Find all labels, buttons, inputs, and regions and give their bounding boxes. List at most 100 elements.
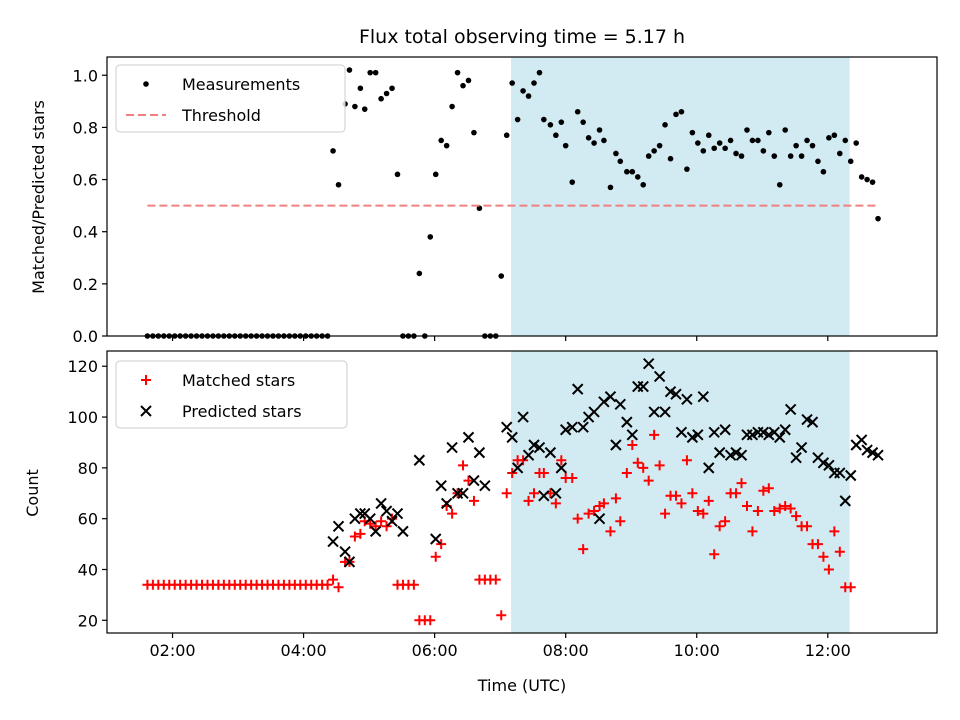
bottom-predicted-point bbox=[703, 462, 715, 474]
bottom-y-tick-label: 20 bbox=[78, 611, 98, 630]
top-legend-label: Threshold bbox=[181, 106, 261, 125]
top-measurement-point bbox=[596, 127, 603, 133]
bottom-x-tick-label: 10:00 bbox=[674, 641, 720, 660]
top-measurement-point bbox=[378, 95, 384, 102]
top-measurement-point bbox=[394, 171, 401, 178]
top-measurement-point bbox=[787, 153, 794, 159]
top-measurement-point bbox=[607, 184, 614, 191]
bottom-predicted-point bbox=[354, 507, 367, 520]
bottom-predicted-point bbox=[533, 441, 546, 454]
bottom-x-tick-label: 08:00 bbox=[543, 641, 589, 660]
bottom-matched-point bbox=[818, 551, 829, 562]
top-measurement-point bbox=[727, 137, 734, 144]
bottom-matched-point bbox=[676, 498, 687, 509]
top-y-tick-label: 0.4 bbox=[73, 223, 98, 242]
bottom-matched-point bbox=[538, 467, 549, 478]
top-measurement-point bbox=[541, 116, 547, 123]
bottom-predicted-point bbox=[430, 533, 442, 545]
bottom-predicted-point bbox=[511, 462, 524, 474]
bottom-predicted-point bbox=[598, 396, 610, 408]
bottom-predicted-point bbox=[834, 467, 846, 479]
top-measurement-point bbox=[520, 88, 526, 94]
top-measurement-point bbox=[749, 137, 756, 144]
bottom-matched-point bbox=[436, 539, 447, 550]
top-measurement-point bbox=[684, 166, 690, 172]
bottom-matched-point bbox=[322, 579, 333, 590]
top-measurement-point bbox=[438, 137, 444, 144]
bottom-predicted-point bbox=[790, 451, 802, 464]
bottom-matched-point bbox=[720, 516, 731, 527]
bottom-matched-point bbox=[583, 508, 594, 519]
bottom-matched-point bbox=[698, 508, 709, 519]
bottom-matched-point bbox=[752, 506, 763, 517]
top-measurement-point bbox=[864, 176, 870, 183]
bottom-matched-point bbox=[758, 485, 769, 496]
bottom-matched-point bbox=[709, 549, 720, 560]
bottom-predicted-point bbox=[339, 545, 351, 558]
top-measurement-point bbox=[858, 174, 865, 180]
top-measurement-point bbox=[776, 181, 783, 188]
bottom-predicted-point bbox=[839, 495, 851, 507]
top-measurement-point bbox=[689, 129, 696, 136]
bottom-predicted-point bbox=[637, 380, 649, 393]
bottom-matched-point bbox=[785, 503, 796, 514]
bottom-frame bbox=[106, 350, 938, 634]
top-measurement-point bbox=[427, 234, 434, 240]
bottom-x-tick-label: 12:00 bbox=[805, 641, 851, 660]
top-measurement-point bbox=[471, 129, 477, 136]
bottom-matched-point bbox=[812, 539, 823, 550]
bottom-predicted-point bbox=[604, 391, 617, 403]
top-measurement-point bbox=[525, 93, 532, 99]
bottom-predicted-point bbox=[369, 525, 382, 538]
top-measurement-point bbox=[634, 174, 641, 180]
top-legend-measurement-swatch bbox=[143, 81, 149, 87]
bottom-matched-point bbox=[643, 475, 654, 486]
top-measurement-point bbox=[389, 85, 395, 92]
bottom-matched-point bbox=[654, 460, 665, 471]
bottom-predicted-point bbox=[697, 391, 709, 403]
top-measurement-point bbox=[574, 108, 581, 115]
top-measurement-point bbox=[771, 153, 778, 159]
bottom-legend-box bbox=[115, 360, 348, 429]
bottom-predicted-point bbox=[380, 505, 393, 517]
bottom-predicted-point bbox=[653, 370, 666, 383]
bottom-predicted-point bbox=[397, 525, 409, 538]
bottom-matched-point bbox=[621, 467, 632, 478]
bottom-predicted-point bbox=[435, 479, 447, 492]
top-y-tick-label: 1.0 bbox=[73, 66, 98, 85]
top-measurement-point bbox=[330, 148, 336, 154]
bottom-matched-point bbox=[829, 526, 840, 537]
bottom-predicted-point bbox=[457, 487, 469, 499]
bottom-predicted-point bbox=[784, 403, 797, 416]
bottom-matched-point bbox=[381, 521, 392, 532]
bottom-matched-point bbox=[741, 500, 752, 511]
top-measurement-point bbox=[591, 140, 597, 146]
bottom-matched-point bbox=[687, 488, 698, 499]
bottom-matched-point bbox=[507, 467, 518, 478]
bottom-predicted-point bbox=[473, 446, 486, 459]
bottom-x-tick-label: 04:00 bbox=[281, 641, 327, 660]
bottom-x-tick-label: 02:00 bbox=[149, 641, 195, 660]
top-measurement-point bbox=[449, 103, 455, 110]
top-measurement-point bbox=[722, 145, 728, 152]
top-measurement-point bbox=[367, 69, 373, 76]
top-measurement-point bbox=[678, 108, 685, 115]
top-measurement-point bbox=[716, 140, 723, 146]
top-measurement-point bbox=[443, 142, 450, 149]
bottom-predicted-point bbox=[795, 441, 808, 454]
top-measurement-point bbox=[346, 67, 353, 73]
bottom-matched-point bbox=[681, 455, 692, 466]
bottom-matched-point bbox=[731, 488, 742, 499]
bottom-matched-point bbox=[496, 610, 507, 621]
bottom-matched-point bbox=[834, 546, 845, 557]
bottom-matched-point bbox=[550, 498, 561, 509]
top-measurement-point bbox=[624, 168, 630, 175]
bottom-predicted-point bbox=[614, 398, 626, 411]
top-measurement-point bbox=[667, 155, 674, 162]
bottom-matched-point bbox=[529, 488, 540, 499]
top-measurement-point bbox=[536, 69, 543, 76]
bottom-predicted-point bbox=[681, 393, 693, 405]
top-measurement-point bbox=[503, 132, 510, 139]
top-measurement-point bbox=[531, 80, 537, 86]
